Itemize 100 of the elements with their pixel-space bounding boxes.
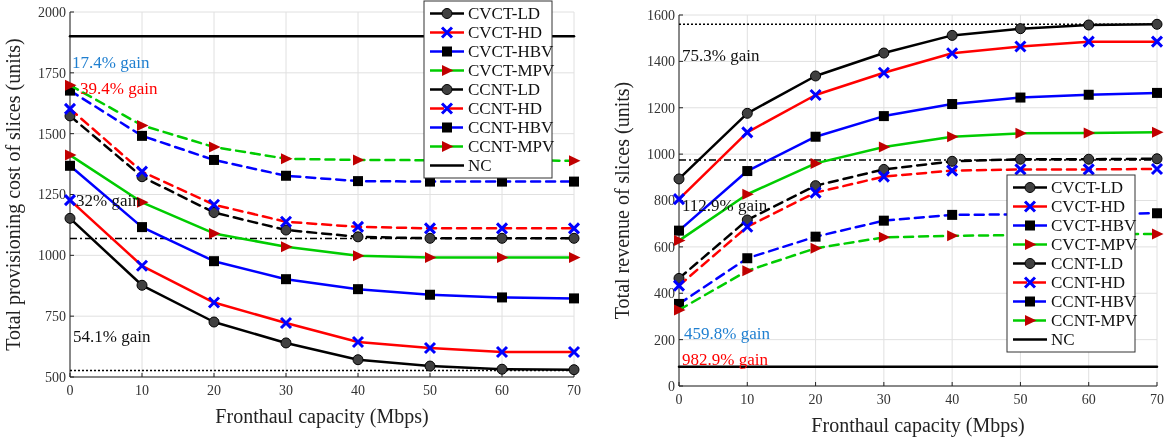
y-tick-label: 1600 (647, 7, 675, 23)
point (64, 212, 76, 224)
point (208, 207, 220, 219)
y-tick-label: 1250 (38, 187, 66, 203)
y-tick-label: 500 (45, 369, 66, 385)
point (568, 232, 580, 244)
point (209, 154, 219, 165)
legend-label: CCNT-LD (468, 80, 541, 100)
point (209, 227, 221, 239)
point (809, 88, 823, 102)
point (209, 256, 219, 267)
point (946, 155, 958, 167)
point (878, 47, 890, 59)
x-tick-label: 40 (945, 392, 960, 407)
y-tick-label: 400 (654, 286, 675, 302)
y-tick-label: 1400 (647, 54, 675, 70)
point (497, 252, 509, 264)
x-tick-label: 10 (135, 383, 149, 398)
point (947, 131, 959, 143)
point (279, 316, 293, 330)
point (740, 220, 754, 234)
point (947, 99, 958, 110)
point (65, 149, 77, 161)
point (878, 231, 891, 243)
x-tick-label: 70 (567, 383, 581, 398)
annotation: 459.8% gain (684, 323, 771, 343)
point (567, 345, 581, 359)
point (281, 170, 291, 181)
y-tick-label: 800 (654, 193, 675, 209)
legend-label: CCNT-MPV (468, 137, 556, 157)
x-axis-title: Fronthaul capacity (Mbps) (215, 405, 429, 428)
legend-label: CVCT-HBV (1051, 216, 1138, 236)
point (352, 354, 364, 366)
point (1014, 153, 1026, 165)
point (423, 341, 437, 355)
annotation: 75.3% gain (682, 45, 760, 65)
point (740, 125, 754, 139)
point (135, 259, 149, 273)
point (945, 46, 959, 60)
legend-label: CCNT-LD (1051, 254, 1124, 274)
point (1152, 208, 1162, 219)
point (63, 102, 77, 116)
x-tick-label: 20 (808, 392, 823, 407)
point (878, 215, 889, 226)
point (569, 155, 581, 167)
point (424, 232, 436, 244)
point (810, 70, 822, 82)
point (1150, 35, 1164, 49)
point (569, 252, 581, 264)
point (65, 160, 75, 171)
point (353, 154, 365, 166)
annotation: 39.4% gain (80, 78, 158, 98)
point (569, 176, 579, 187)
y-axis-title: Total revenue of slices (units) (611, 81, 634, 320)
point (1152, 126, 1164, 138)
point (351, 220, 365, 234)
point (674, 304, 686, 316)
point (877, 170, 891, 184)
point (137, 130, 147, 141)
legend-label: NC (468, 156, 492, 176)
y-tick-label: 1200 (647, 100, 675, 116)
point (207, 198, 221, 212)
point (136, 279, 148, 291)
y-tick-label: 1000 (647, 147, 675, 163)
y-tick-label: 1750 (38, 65, 66, 81)
legend-label: CCNT-HBV (1051, 292, 1138, 312)
point (945, 164, 959, 178)
point (496, 232, 508, 244)
legend-label: NC (1051, 330, 1075, 350)
point (135, 165, 149, 179)
point (742, 253, 753, 264)
point (281, 153, 293, 165)
point (1152, 87, 1162, 98)
point (353, 284, 363, 295)
point (568, 364, 580, 376)
point (741, 107, 753, 119)
point (742, 265, 754, 277)
point (280, 337, 292, 349)
annotation: 982.9% gain (682, 349, 769, 369)
point (495, 345, 509, 359)
y-axis-title: Total provisioning cost of slices (units) (2, 38, 25, 351)
point (425, 289, 435, 300)
point (351, 335, 365, 349)
point (353, 176, 363, 187)
point (1083, 127, 1096, 139)
point (674, 225, 684, 236)
point (209, 141, 221, 153)
legend-label: CCNT-HBV (468, 118, 555, 138)
point (281, 241, 293, 253)
point (281, 274, 291, 285)
y-tick-label: 600 (654, 239, 675, 255)
x-tick-label: 10 (740, 392, 755, 407)
point (1151, 18, 1163, 30)
point (495, 221, 509, 235)
legend-label: CVCT-HD (1051, 197, 1125, 217)
x-tick-label: 60 (1081, 392, 1096, 407)
point (569, 293, 579, 304)
point (947, 209, 958, 220)
point (137, 119, 149, 131)
point (279, 215, 293, 229)
